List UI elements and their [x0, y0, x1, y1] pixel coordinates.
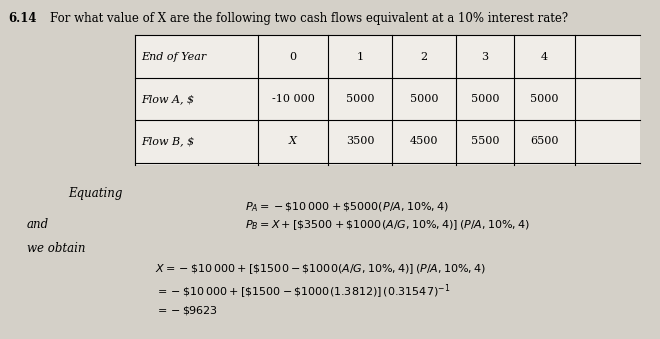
- Text: 1: 1: [356, 52, 364, 61]
- Text: 3500: 3500: [346, 137, 374, 146]
- Text: $P_A = -\$10\,000 + \$5000(P/A, 10\%, 4)$: $P_A = -\$10\,000 + \$5000(P/A, 10\%, 4)…: [245, 200, 449, 214]
- Text: Equating: Equating: [68, 187, 122, 200]
- Text: 6.14: 6.14: [8, 12, 36, 25]
- Text: 0: 0: [290, 52, 296, 61]
- Text: Flow B, $: Flow B, $: [141, 137, 194, 146]
- Text: $= -\$9623$: $= -\$9623$: [155, 304, 218, 317]
- Text: 3: 3: [481, 52, 488, 61]
- Text: For what value of X are the following two cash flows equivalent at a 10% interes: For what value of X are the following tw…: [50, 12, 568, 25]
- Text: we obtain: we obtain: [27, 242, 86, 255]
- Text: $P_B = X + [\$3500 + \$1000(A/G, 10\%, 4)]\,(P/A, 10\%, 4)$: $P_B = X + [\$3500 + \$1000(A/G, 10\%, 4…: [245, 218, 530, 232]
- Text: 2: 2: [420, 52, 428, 61]
- Text: 5000: 5000: [346, 94, 374, 104]
- Text: and: and: [27, 218, 49, 231]
- Text: $= -\$10\,000 + [\$1500 - \$1000(1.3812)]\,(0.31547)^{-1}$: $= -\$10\,000 + [\$1500 - \$1000(1.3812)…: [155, 283, 450, 301]
- Text: 5500: 5500: [471, 137, 499, 146]
- Text: 4: 4: [541, 52, 548, 61]
- Bar: [135, 35, 640, 165]
- Text: End of Year: End of Year: [141, 52, 206, 61]
- Text: 5000: 5000: [471, 94, 499, 104]
- Text: 4500: 4500: [410, 137, 438, 146]
- Text: Flow A, $: Flow A, $: [141, 94, 194, 104]
- Text: 6500: 6500: [530, 137, 559, 146]
- Text: 5000: 5000: [410, 94, 438, 104]
- Text: $X = -\$10\,000 + [\$1500 - \$1000(A/G, 10\%, 4)]\,(P/A, 10\%, 4)$: $X = -\$10\,000 + [\$1500 - \$1000(A/G, …: [155, 262, 486, 276]
- Text: 5000: 5000: [530, 94, 559, 104]
- Text: X: X: [289, 137, 297, 146]
- Text: -10 000: -10 000: [271, 94, 314, 104]
